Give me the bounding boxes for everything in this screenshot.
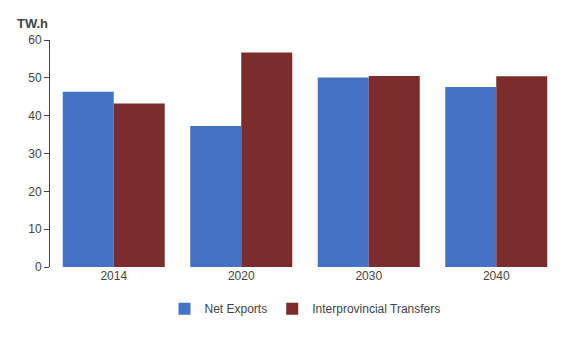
svg-text:Net Exports: Net Exports [205,302,268,316]
svg-text:2020: 2020 [228,269,255,283]
svg-text:10: 10 [28,222,42,236]
svg-text:2014: 2014 [100,269,127,283]
svg-text:40: 40 [28,109,42,123]
svg-text:2040: 2040 [483,269,510,283]
svg-text:20: 20 [28,185,42,199]
svg-text:0: 0 [35,260,42,274]
svg-text:50: 50 [28,71,42,85]
svg-text:Interprovincial Transfers: Interprovincial Transfers [312,302,440,316]
svg-text:30: 30 [28,147,42,161]
svg-text:60: 60 [28,33,42,47]
svg-text:2030: 2030 [355,269,382,283]
svg-text:TW.h: TW.h [17,16,48,31]
